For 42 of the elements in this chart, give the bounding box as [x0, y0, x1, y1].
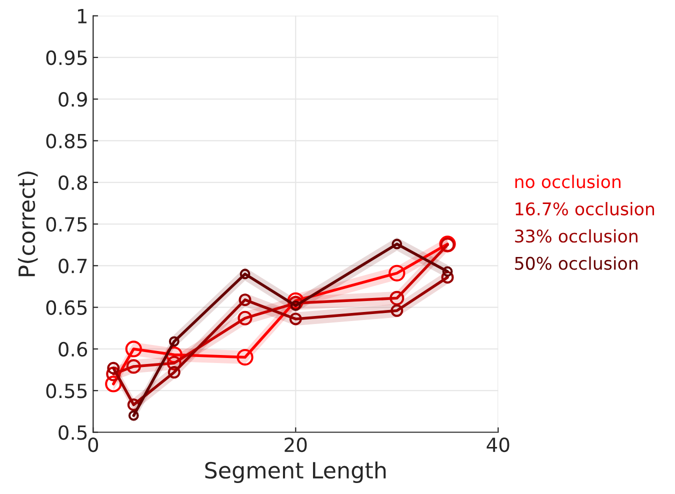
point: [238, 294, 252, 306]
y-tick-label: 0.85: [46, 134, 87, 148]
point: [107, 362, 120, 374]
point: [289, 312, 302, 326]
y-tick-label: 1: [78, 9, 86, 24]
point: [442, 266, 453, 277]
point: [236, 348, 254, 366]
x-tick-label: 20: [284, 437, 307, 452]
point: [388, 264, 406, 282]
point: [168, 336, 180, 347]
x-tick-label: 40: [486, 437, 510, 452]
y-tick-label: 0.6: [58, 342, 88, 357]
point: [390, 304, 404, 317]
y-tick-label: 0.95: [46, 50, 87, 66]
y-tick-label: 0.9: [58, 92, 87, 107]
text: 33% occlusion: [515, 229, 638, 243]
x-tick-label: 0: [88, 437, 98, 452]
y-tick-label: 0.8: [58, 175, 87, 190]
point: [240, 268, 250, 280]
y-tick-label: 0.65: [46, 300, 87, 315]
y-tick-label: 0.55: [46, 384, 87, 398]
point: [166, 356, 182, 370]
y-axis-title: P(correct): [18, 172, 38, 276]
text: no occlusion: [515, 174, 620, 188]
text: 16.7% occlusion: [516, 202, 654, 216]
point: [168, 366, 180, 379]
x-axis-title: Segment Length: [205, 461, 386, 483]
point: [390, 290, 404, 306]
text: 50% occlusion: [515, 256, 638, 270]
point: [288, 296, 303, 310]
point: [441, 271, 454, 284]
point: [126, 359, 141, 374]
point: [105, 376, 122, 392]
point: [106, 366, 121, 382]
point: [125, 340, 142, 358]
point: [392, 238, 402, 250]
point: [238, 310, 252, 326]
y-tick-label: 0.5: [58, 425, 87, 440]
point: [127, 398, 140, 412]
y-tick-label: 0.75: [46, 216, 87, 232]
y-tick-label: 0.7: [58, 258, 87, 274]
point: [128, 410, 139, 421]
